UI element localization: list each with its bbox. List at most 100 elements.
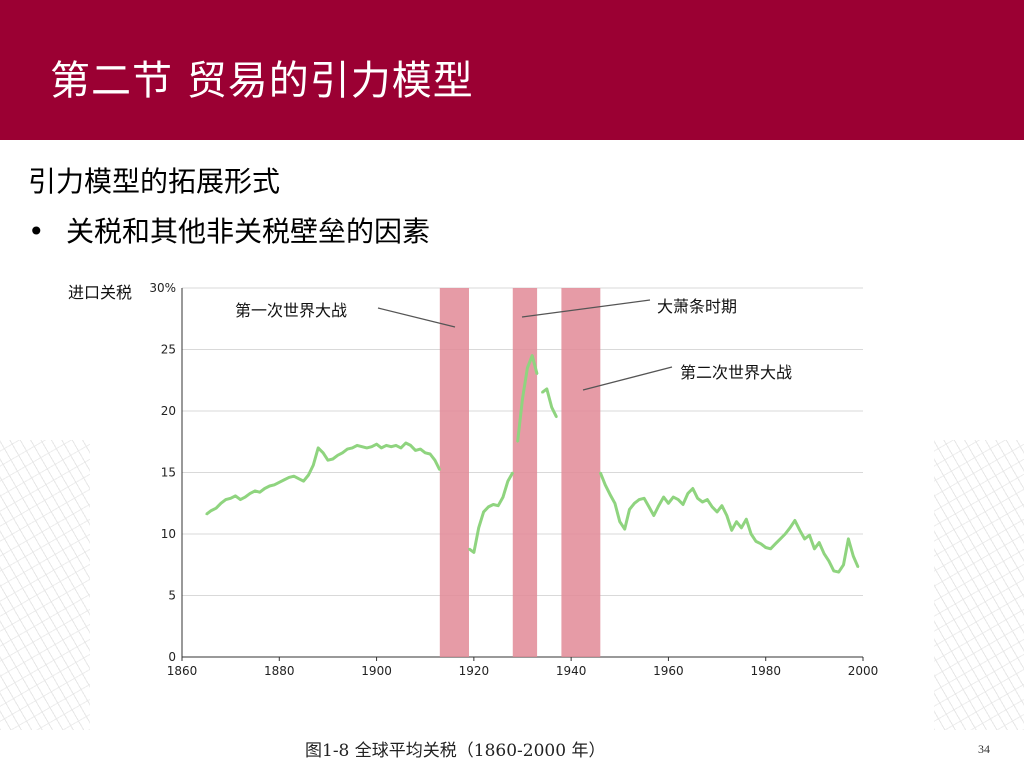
data-point [730,529,733,532]
data-point [278,481,281,484]
x-tick-label: 1920 [459,664,490,678]
data-point [813,547,816,550]
data-point [716,511,718,513]
data-point [823,552,825,555]
data-point [502,496,504,498]
data-point [769,547,772,550]
data-point [677,498,680,501]
data-point [545,388,548,390]
data-point [234,495,237,497]
data-point [293,475,295,478]
data-point [837,571,840,573]
data-point [516,440,519,443]
data-point [400,447,402,449]
data-point [263,487,266,490]
data-point [691,487,694,490]
x-tick-label: 1900 [361,664,392,678]
data-point [468,547,470,550]
annotation-leader [377,307,456,328]
data-point [331,458,334,460]
x-tick-label: 1960 [653,664,684,678]
shaded-band [512,288,538,657]
series-line-segment [541,387,558,418]
data-point [254,490,256,492]
y-tick-label: 5 [168,589,176,603]
data-point [531,354,534,357]
x-tick-label: 1860 [167,664,198,678]
data-point [473,551,475,554]
band-annotation: 第二次世界大战 [680,363,792,382]
data-point [249,492,252,495]
decorative-pattern-right [934,440,1024,730]
data-point [414,449,417,452]
data-point [774,542,777,545]
data-point [220,502,222,505]
data-point [395,444,397,447]
data-point [618,520,621,523]
shaded-band [439,288,469,657]
data-point [760,542,762,545]
data-point [672,496,675,498]
data-point [312,464,315,466]
data-point [745,518,748,521]
y-tick-label: 30% [149,281,176,295]
data-point [706,498,709,501]
data-point [322,451,324,454]
series-line-segment [598,471,860,574]
data-point [307,474,310,476]
data-point [711,506,714,508]
data-point [375,443,378,446]
data-point [210,509,213,512]
data-point [434,459,436,462]
data-point [273,483,276,486]
data-point [317,447,320,449]
tariff-line-chart: 0 5 10 15 20 25 30% 1860 1880 1900 1920 1940 1960 198… [68,281,879,678]
decorative-pattern-left [0,440,90,730]
data-point [847,538,850,540]
x-tick-label: 1940 [556,664,587,678]
x-tick-label: 2000 [848,664,879,678]
data-point [351,447,354,449]
data-point [721,504,723,507]
data-point [482,511,485,513]
y-tick-label: 10 [161,527,176,541]
data-point [511,471,514,474]
y-tick-label: 25 [161,343,176,357]
data-point [258,491,261,494]
data-point [803,538,806,540]
slide-header: 第二节 贸易的引力模型 [0,0,1024,140]
data-point [229,497,232,500]
data-point [424,451,427,454]
data-point [555,416,558,419]
data-point [550,406,553,409]
data-point [341,451,344,454]
slide-subtitle: 引力模型的拓展形式 [28,165,281,198]
series-line-segment [468,471,515,554]
data-point [370,445,373,448]
band-annotation: 第一次世界大战 [235,301,347,320]
data-point [487,506,490,508]
data-point [536,373,538,375]
data-point [643,497,645,500]
data-point [609,493,611,496]
data-point [735,520,738,523]
data-point [365,447,368,449]
data-point [750,533,752,535]
data-point [521,397,524,400]
data-point [288,476,290,479]
data-point [623,528,626,530]
data-point [429,453,431,455]
data-point [832,570,835,572]
x-tick-label: 1880 [264,664,295,678]
data-point [794,519,796,522]
data-point [244,496,247,498]
data-point [764,546,767,549]
data-point [526,367,529,369]
data-point [599,471,602,474]
data-point [779,538,782,540]
data-point [662,496,665,498]
figure-caption: 图1-8 全球平均关税（1860-2000 年） [305,741,606,761]
y-tick-label: 20 [161,404,176,418]
data-point [404,442,407,444]
data-point [808,534,811,537]
